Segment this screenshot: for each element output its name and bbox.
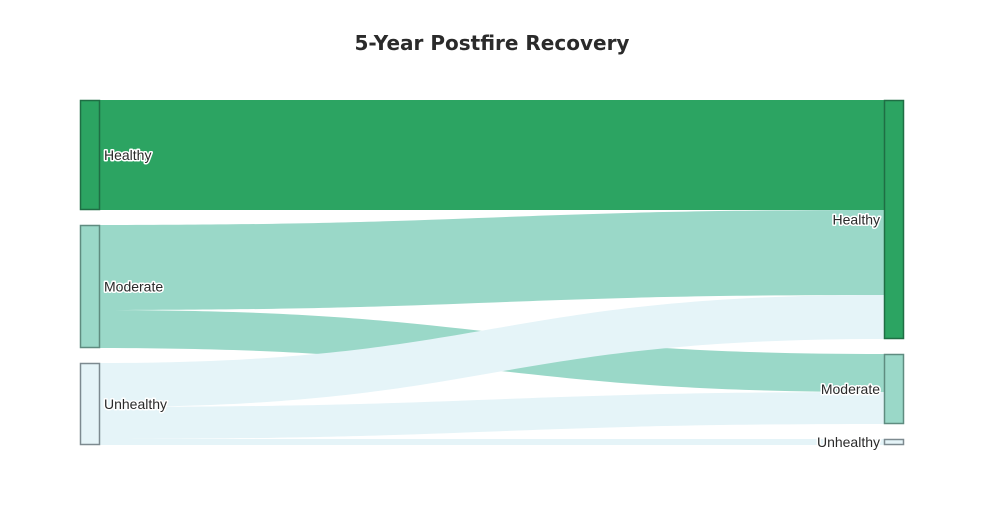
node-label-tgt-unhealthy: Unhealthy: [817, 434, 880, 450]
node-label-src-healthy: Healthy: [104, 147, 151, 163]
sankey-node-src-moderate[interactable]: [79, 224, 101, 349]
nodes-layer: [79, 99, 905, 446]
node-label-halo: Healthy: [104, 147, 151, 163]
sankey-link-unhealthy-to-unhealthy[interactable]: [100, 439, 884, 445]
labels-layer: Healthy Healthy Moderate Moderate Unhealthy U…: [103, 146, 882, 452]
node-label-tgt-moderate: Moderate: [821, 381, 880, 397]
node-label-src-moderate: Moderate: [104, 279, 163, 295]
node-label-halo: Healthy: [833, 212, 880, 228]
sankey-node-tgt-healthy[interactable]: [883, 99, 905, 340]
node-label-src-unhealthy: Unhealthy: [104, 396, 167, 412]
node-label-halo: Unhealthy: [104, 396, 167, 412]
links-layer: [100, 100, 884, 445]
node-label-halo: Moderate: [821, 381, 880, 397]
node-label-tgt-healthy: Healthy: [833, 212, 880, 228]
sankey-link-unhealthy-to-moderate[interactable]: [100, 392, 884, 439]
chart-title: 5-Year Postfire Recovery: [355, 31, 630, 55]
sankey-node-tgt-moderate[interactable]: [883, 353, 905, 425]
sankey-node-tgt-unhealthy[interactable]: [883, 438, 905, 446]
sankey-link-moderate-to-healthy[interactable]: [100, 210, 884, 310]
sankey-node-src-unhealthy[interactable]: [79, 362, 101, 446]
node-label-halo: Unhealthy: [817, 434, 880, 450]
sankey-link-unhealthy-to-healthy[interactable]: [100, 295, 884, 407]
node-label-halo: Moderate: [104, 279, 163, 295]
sankey-link-healthy-to-healthy[interactable]: [100, 100, 884, 210]
sankey-node-src-healthy[interactable]: [79, 99, 101, 211]
